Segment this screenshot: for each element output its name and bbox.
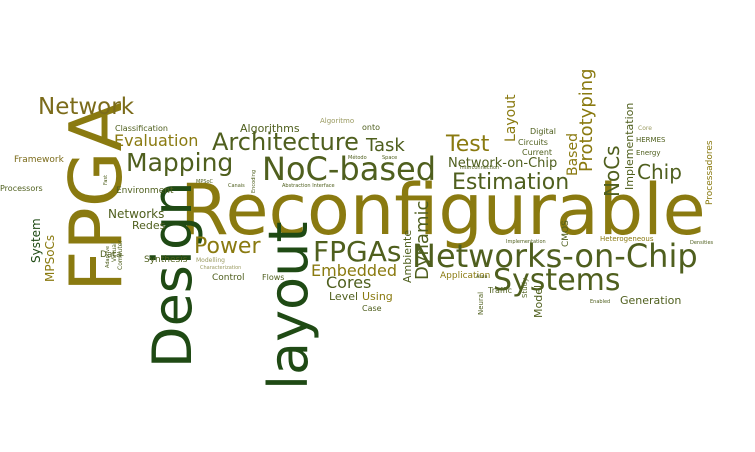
word-neural: Neural bbox=[477, 291, 485, 315]
word-heterogeneous: Heterogeneous bbox=[600, 235, 654, 243]
word-digital: Digital bbox=[530, 127, 556, 136]
word-power: Power bbox=[194, 234, 261, 259]
word-control: Control bbox=[212, 273, 245, 283]
word-network: Network bbox=[38, 94, 135, 120]
word-algoritmo: Algoritmo bbox=[320, 117, 355, 125]
word-systems: Systems bbox=[493, 263, 621, 298]
word-classification: Classification bbox=[115, 124, 168, 133]
word-level: Level bbox=[329, 290, 359, 303]
word-application: Application bbox=[440, 271, 491, 281]
word-area: Area bbox=[476, 274, 488, 280]
word-space: Space bbox=[382, 155, 398, 161]
word-system: System bbox=[29, 218, 43, 263]
word-study: Study bbox=[521, 277, 529, 298]
word-energy: Energy bbox=[636, 149, 661, 157]
word-enabled: Enabled bbox=[590, 299, 611, 305]
word-layout-big: layout bbox=[257, 221, 320, 391]
word-onto: onto bbox=[362, 123, 380, 132]
word-abstraction-interface: Abstraction Interface bbox=[282, 183, 335, 189]
word-canais: Canais bbox=[228, 183, 245, 189]
word-cmos: CMOS bbox=[561, 220, 571, 247]
word-network-on-chip: Network-on-Chip bbox=[448, 156, 558, 171]
word-implementation: Implementation bbox=[623, 102, 636, 190]
word-mapping: Mapping bbox=[126, 148, 234, 177]
word-noc-based: NoC-based bbox=[262, 150, 436, 188]
word-chip: Chip bbox=[637, 160, 682, 184]
word-based: Based bbox=[565, 133, 581, 176]
word-using: Using bbox=[362, 290, 393, 303]
word-case: Case bbox=[362, 304, 382, 313]
word-nocs: NoCs bbox=[600, 145, 624, 197]
word-test: Test bbox=[446, 132, 490, 157]
word-mpsocs: MPSoCs bbox=[43, 234, 57, 282]
word-layout-small: Layout bbox=[503, 94, 519, 142]
word-fpgas: FPGAs bbox=[313, 235, 402, 268]
word-core: Core bbox=[638, 125, 652, 132]
word-flows: Flows bbox=[262, 273, 285, 282]
word-current: Current bbox=[522, 148, 553, 157]
word-generation: Generation bbox=[620, 294, 682, 307]
word-architecture: Architecture bbox=[212, 128, 359, 156]
word-redes: Redes bbox=[132, 219, 166, 232]
word-adaptive: Adaptive bbox=[105, 245, 111, 268]
word-computer: Computer bbox=[117, 240, 124, 270]
word-traffic: Traffic bbox=[488, 286, 513, 295]
word-implementation-small: Implementation bbox=[506, 239, 546, 245]
word-networks: Networks bbox=[108, 207, 165, 221]
word-interconnection: Interconnection bbox=[460, 165, 500, 171]
word-model: Model bbox=[532, 284, 545, 318]
word-reconfigurable: Reconfigurable bbox=[180, 169, 706, 251]
word-modelling: Modelling bbox=[196, 257, 225, 264]
word-environment: Environment bbox=[116, 186, 174, 196]
word-cores: Cores bbox=[326, 273, 372, 292]
word-characterization: Characterization bbox=[200, 265, 242, 271]
word-encoding: Encoding bbox=[251, 169, 257, 193]
word-hermes: HERMES bbox=[636, 136, 666, 144]
word-framework: Framework bbox=[14, 155, 64, 165]
word-algorithms: Algorithms bbox=[240, 122, 300, 135]
word-networks-on-chip-big: Networks-on-Chip bbox=[412, 237, 698, 275]
word-synthesis: Synthesis bbox=[144, 255, 188, 265]
word-dynamic: Dynamic bbox=[412, 200, 433, 280]
word-embedded: Embedded bbox=[311, 261, 398, 280]
word-estimation: Estimation bbox=[452, 170, 570, 195]
word-ambiente: Ambiente bbox=[401, 229, 414, 283]
word-processors: Processors bbox=[0, 184, 43, 193]
word-mpsoc: MPSoC bbox=[196, 179, 214, 185]
word-densities: Densities bbox=[690, 240, 714, 246]
word-processadores: Processadores bbox=[705, 140, 715, 205]
word-evaluation: Evaluation bbox=[114, 131, 199, 150]
word-virtual: Virtual bbox=[111, 242, 118, 262]
word-task: Task bbox=[366, 135, 405, 156]
word-data: Data bbox=[100, 250, 122, 260]
word-fast: Fast bbox=[103, 174, 109, 185]
word-circuits: Circuits bbox=[518, 138, 548, 147]
word-metodo: Método bbox=[348, 155, 367, 161]
